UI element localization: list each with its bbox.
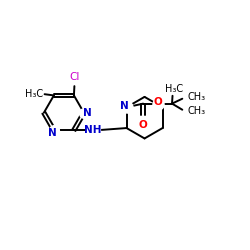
Text: CH₃: CH₃ [188,106,206,117]
Text: O: O [154,98,163,108]
Text: H₃C: H₃C [165,84,183,94]
Text: N: N [120,101,128,111]
Text: H₃C: H₃C [26,89,44,99]
Text: N: N [48,128,57,138]
Text: Cl: Cl [69,72,80,82]
Text: NH: NH [84,125,102,135]
Text: N: N [83,108,92,118]
Text: CH₃: CH₃ [188,92,206,102]
Text: O: O [139,120,147,130]
